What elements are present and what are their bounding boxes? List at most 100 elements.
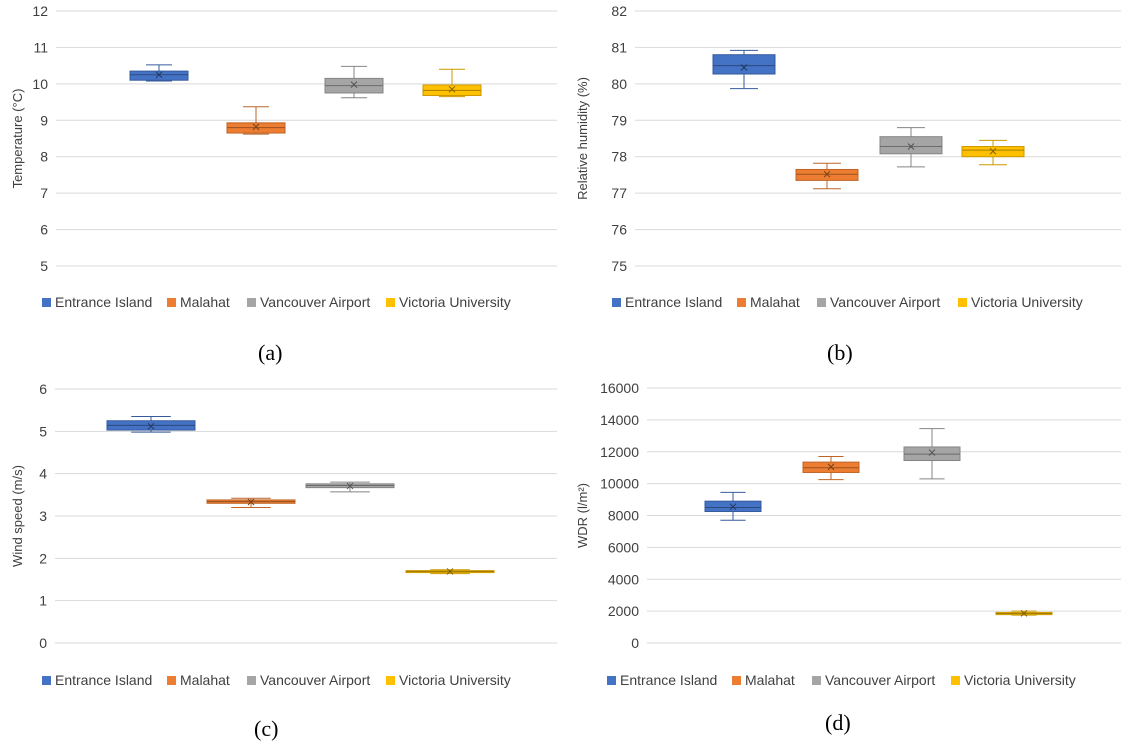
legend-label-vancouver-airport: Vancouver Airport <box>830 294 940 310</box>
y-tick-label: 80 <box>611 76 627 92</box>
legend-label-malahat: Malahat <box>750 294 800 310</box>
box-entrance-island <box>129 64 189 82</box>
chart-svg-b: 75 76 77 78 79 80 81 82 Relative humidity (%) Ent… <box>575 3 1121 310</box>
box-entrance-island <box>704 491 762 521</box>
y-tick-label: 78 <box>611 149 627 165</box>
y-tick-label: 0 <box>39 635 47 651</box>
y-tick-label: 81 <box>611 39 627 55</box>
legend-label-entrance-island: Entrance Island <box>55 294 152 310</box>
mean-marker <box>252 123 260 131</box>
box-vancouver-airport <box>324 65 384 99</box>
legend-label-malahat: Malahat <box>180 294 230 310</box>
y-tick-label: 1 <box>39 593 47 609</box>
legend-swatch-vancouver-airport <box>812 676 821 685</box>
y-tick-label: 11 <box>33 39 48 55</box>
y-tick-label: 5 <box>39 423 47 439</box>
legend-label-victoria-university: Victoria University <box>964 672 1076 688</box>
y-tick-label: 6 <box>40 222 48 238</box>
y-tick-label: 2 <box>39 550 47 566</box>
legend-label-victoria-university: Victoria University <box>399 672 511 688</box>
box-iqr <box>712 54 776 75</box>
legend-label-vancouver-airport: Vancouver Airport <box>260 294 370 310</box>
legend-label-malahat: Malahat <box>745 672 795 688</box>
box-victoria-university <box>422 68 482 98</box>
y-tick-label: 14000 <box>600 412 639 428</box>
y-tick-label: 12 <box>32 3 48 19</box>
mean-marker <box>740 64 748 71</box>
legend-swatch-victoria-university <box>951 676 960 685</box>
y-tick-label: 79 <box>611 112 627 128</box>
box-malahat <box>226 106 286 135</box>
legend-swatch-victoria-university <box>386 676 395 685</box>
box-entrance-island <box>712 49 776 90</box>
box-malahat <box>802 456 860 481</box>
chart-panel-c: 0 1 2 3 4 5 6 Wind speed (m/s) Entrance Island Ma… <box>0 380 565 751</box>
legend-swatch-vancouver-airport <box>817 298 826 307</box>
legend-swatch-entrance-island <box>42 298 51 307</box>
y-tick-label: 9 <box>40 112 48 128</box>
legend-swatch-entrance-island <box>607 676 616 685</box>
box-iqr <box>795 168 859 181</box>
legend-label-entrance-island: Entrance Island <box>625 294 722 310</box>
box-malahat <box>795 162 859 190</box>
chart-caption-d: (d) <box>825 710 851 735</box>
chart-caption-a: (a) <box>258 340 283 365</box>
mean-marker <box>989 147 997 155</box>
mean-marker <box>729 503 737 511</box>
y-tick-label: 12000 <box>600 444 639 460</box>
y-axis-label: Relative humidity (%) <box>575 77 590 200</box>
y-axis-label: Wind speed (m/s) <box>10 465 25 567</box>
box-vancouver-airport <box>879 127 943 168</box>
box-vancouver-airport <box>903 428 961 480</box>
y-tick-label: 4000 <box>608 571 639 587</box>
box-malahat <box>206 497 296 509</box>
box-vancouver-airport <box>305 481 395 493</box>
mean-marker <box>346 482 354 490</box>
y-tick-label: 5 <box>40 258 48 274</box>
y-tick-label: 82 <box>611 3 627 19</box>
legend-label-entrance-island: Entrance Island <box>55 672 152 688</box>
chart-svg-a: 5 6 7 8 9 10 11 12 Temperature (°C) Entrance Isla… <box>10 3 557 310</box>
mean-marker <box>350 81 358 88</box>
box-victoria-university <box>995 610 1053 617</box>
chart-panel-a: 5 6 7 8 9 10 11 12 Temperature (°C) Entrance Isla… <box>0 0 565 380</box>
y-tick-label: 7 <box>40 185 48 201</box>
legend-swatch-victoria-university <box>958 298 967 307</box>
mean-marker <box>147 422 155 430</box>
legend-swatch-malahat <box>737 298 746 307</box>
legend-label-vancouver-airport: Vancouver Airport <box>825 672 935 688</box>
box-victoria-university <box>405 568 495 575</box>
y-axis-label: Temperature (°C) <box>10 89 25 189</box>
legend-swatch-victoria-university <box>386 298 395 307</box>
legend-label-malahat: Malahat <box>180 672 230 688</box>
mean-marker <box>1020 610 1028 617</box>
y-tick-label: 4 <box>39 466 47 482</box>
y-tick-label: 6000 <box>608 539 639 555</box>
legend-swatch-malahat <box>167 298 176 307</box>
y-tick-label: 2000 <box>608 603 639 619</box>
chart-caption-c: (c) <box>254 716 279 741</box>
y-tick-label: 75 <box>611 258 627 274</box>
legend-label-victoria-university: Victoria University <box>399 294 511 310</box>
box-iqr <box>129 70 189 81</box>
box-victoria-university <box>961 139 1025 166</box>
legend-label-victoria-university: Victoria University <box>971 294 1083 310</box>
legend-label-entrance-island: Entrance Island <box>620 672 717 688</box>
legend-swatch-entrance-island <box>612 298 621 307</box>
chart-panel-b: 75 76 77 78 79 80 81 82 Relative humidity (%) Ent… <box>565 0 1129 380</box>
mean-marker <box>907 143 915 150</box>
mean-marker <box>448 85 456 93</box>
y-tick-label: 6 <box>39 381 47 397</box>
legend-swatch-entrance-island <box>42 676 51 685</box>
box-entrance-island <box>106 416 196 433</box>
y-tick-label: 10000 <box>600 476 639 492</box>
mean-marker <box>155 71 163 79</box>
y-tick-label: 76 <box>611 222 627 238</box>
mean-marker <box>928 449 936 456</box>
y-tick-label: 8000 <box>608 508 639 524</box>
legend-swatch-malahat <box>167 676 176 685</box>
mean-marker <box>827 463 835 471</box>
chart-caption-b: (b) <box>827 340 853 365</box>
chart-panel-d: 0 2000 4000 6000 8000 10000 12000 14000 16000 WDR… <box>565 380 1129 751</box>
y-tick-label: 3 <box>39 508 47 524</box>
